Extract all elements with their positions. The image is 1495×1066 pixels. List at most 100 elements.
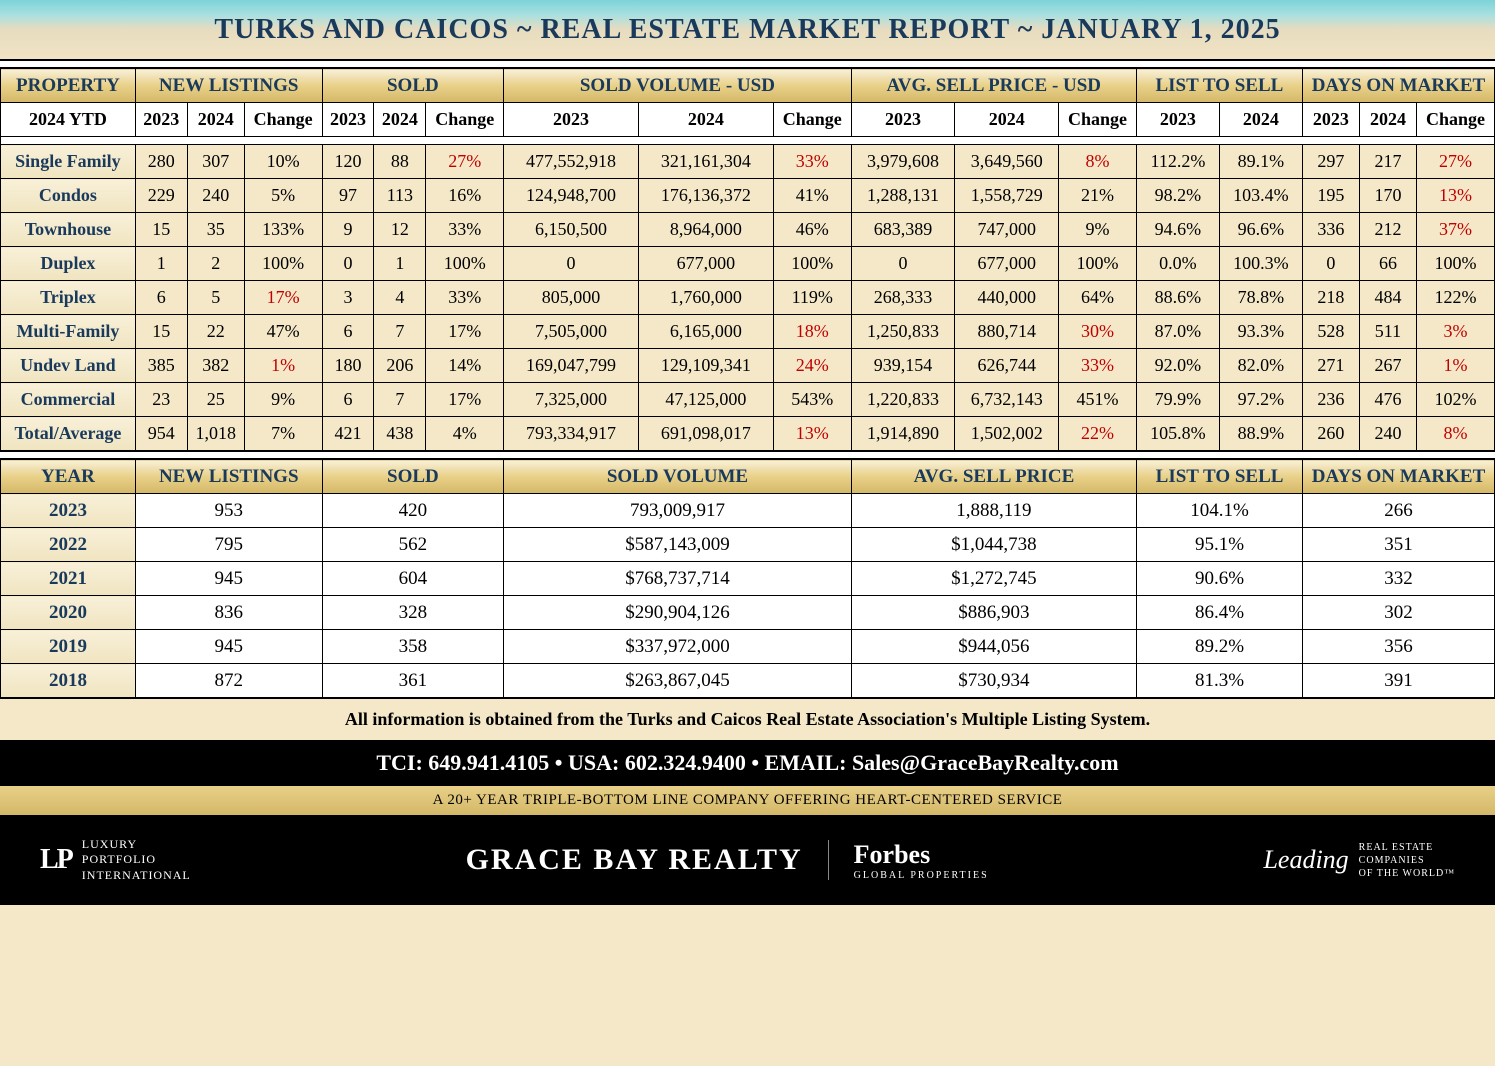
sub-2024: 2024	[955, 103, 1059, 137]
property-row: Condos2292405%9711316%124,948,700176,136…	[1, 179, 1495, 213]
hist-cell: 793,009,917	[504, 494, 852, 528]
forbes-sub: GLOBAL PROPERTIES	[854, 870, 989, 881]
cell-2023: 336	[1302, 213, 1359, 247]
hist-cell: $263,867,045	[504, 664, 852, 698]
cell-2023: 180	[322, 349, 374, 383]
lp-text: LUXURYPORTFOLIOINTERNATIONAL	[82, 837, 191, 884]
cell-2024: 440,000	[955, 281, 1059, 315]
cell-2023: 260	[1302, 417, 1359, 451]
cell-change: 122%	[1416, 281, 1494, 315]
cell-2024: 78.8%	[1219, 281, 1302, 315]
row-label: Commercial	[1, 383, 136, 417]
sub-change: Change	[773, 103, 851, 137]
hist-year: 2023	[1, 494, 136, 528]
hist-header: AVG. SELL PRICE	[851, 460, 1136, 494]
historical-row: 2018872361$263,867,045$730,93481.3%391	[1, 664, 1495, 698]
cell-change: 30%	[1059, 315, 1137, 349]
hist-header: LIST TO SELL	[1137, 460, 1303, 494]
col-new-listings: NEW LISTINGS	[135, 69, 322, 103]
cell-2023: 528	[1302, 315, 1359, 349]
cell-2023: 6	[322, 315, 374, 349]
cell-2023: 683,389	[851, 213, 955, 247]
hist-cell: 420	[322, 494, 504, 528]
cell-2024: 97.2%	[1219, 383, 1302, 417]
hist-year: 2019	[1, 630, 136, 664]
cell-change: 27%	[426, 145, 504, 179]
cell-2023: 954	[135, 417, 187, 451]
hist-cell: 302	[1303, 596, 1495, 630]
cell-2024: 212	[1359, 213, 1416, 247]
cell-change: 100%	[1059, 247, 1137, 281]
cell-2023: 229	[135, 179, 187, 213]
cell-2023: 3,979,608	[851, 145, 955, 179]
col-avg-price: AVG. SELL PRICE - USD	[851, 69, 1136, 103]
cell-2024: 6,165,000	[638, 315, 773, 349]
cell-2023: 421	[322, 417, 374, 451]
cell-change: 100%	[426, 247, 504, 281]
logo-leading: Leading REAL ESTATECOMPANIESOF THE WORLD…	[1263, 841, 1455, 880]
cell-2023: 0	[1302, 247, 1359, 281]
cell-2024: 22	[187, 315, 244, 349]
cell-change: 100%	[773, 247, 851, 281]
cell-2024: 307	[187, 145, 244, 179]
cell-2024: 12	[374, 213, 426, 247]
cell-change: 3%	[1416, 315, 1494, 349]
cell-2023: 280	[135, 145, 187, 179]
historical-row: 2022795562$587,143,009$1,044,73895.1%351	[1, 528, 1495, 562]
footer-logos: LP LUXURYPORTFOLIOINTERNATIONAL GRACE BA…	[0, 815, 1495, 905]
cell-2023: 87.0%	[1136, 315, 1219, 349]
hist-cell: 945	[135, 562, 322, 596]
row-label: Townhouse	[1, 213, 136, 247]
cell-2023: 6	[135, 281, 187, 315]
cell-2024: 217	[1359, 145, 1416, 179]
cell-2024: 1,558,729	[955, 179, 1059, 213]
cell-2024: 240	[187, 179, 244, 213]
sub-2024: 2024	[1219, 103, 1302, 137]
report-page: TURKS AND CAICOS ~ REAL ESTATE MARKET RE…	[0, 0, 1495, 905]
row-label: Single Family	[1, 145, 136, 179]
sub-2024: 2024	[1359, 103, 1416, 137]
hist-year: 2018	[1, 664, 136, 698]
cell-2023: 23	[135, 383, 187, 417]
cell-change: 37%	[1416, 213, 1494, 247]
cell-change: 17%	[426, 315, 504, 349]
sub-2023: 2023	[1302, 103, 1359, 137]
cell-2023: 92.0%	[1136, 349, 1219, 383]
hist-cell: 1,888,119	[851, 494, 1136, 528]
cell-2023: 6	[322, 383, 374, 417]
report-title: TURKS AND CAICOS ~ REAL ESTATE MARKET RE…	[214, 14, 1280, 46]
cell-2023: 124,948,700	[504, 179, 639, 213]
cell-change: 22%	[1059, 417, 1137, 451]
cell-2024: 89.1%	[1219, 145, 1302, 179]
cell-change: 18%	[773, 315, 851, 349]
cell-change: 9%	[1059, 213, 1137, 247]
cell-2023: 7,505,000	[504, 315, 639, 349]
hist-cell: 361	[322, 664, 504, 698]
cell-2024: 88.9%	[1219, 417, 1302, 451]
cell-2024: 88	[374, 145, 426, 179]
hist-cell: $768,737,714	[504, 562, 852, 596]
cell-change: 100%	[1416, 247, 1494, 281]
sub-change: Change	[1416, 103, 1494, 137]
hist-cell: 795	[135, 528, 322, 562]
cell-2024: 476	[1359, 383, 1416, 417]
cell-2024: 438	[374, 417, 426, 451]
row-label: Condos	[1, 179, 136, 213]
cell-2024: 677,000	[955, 247, 1059, 281]
cell-change: 8%	[1416, 417, 1494, 451]
cell-2024: 176,136,372	[638, 179, 773, 213]
historical-row: 2021945604$768,737,714$1,272,74590.6%332	[1, 562, 1495, 596]
col-list-to-sell: LIST TO SELL	[1136, 69, 1302, 103]
sub-change: Change	[1059, 103, 1137, 137]
cell-2024: 1,018	[187, 417, 244, 451]
cell-2023: 1,914,890	[851, 417, 955, 451]
leading-text: Leading	[1263, 845, 1348, 875]
divider	[828, 840, 829, 880]
hist-cell: 95.1%	[1137, 528, 1303, 562]
cell-2023: 79.9%	[1136, 383, 1219, 417]
cell-change: 46%	[773, 213, 851, 247]
hist-header: SOLD VOLUME	[504, 460, 852, 494]
cell-2024: 129,109,341	[638, 349, 773, 383]
hist-cell: $290,904,126	[504, 596, 852, 630]
cell-2023: 939,154	[851, 349, 955, 383]
